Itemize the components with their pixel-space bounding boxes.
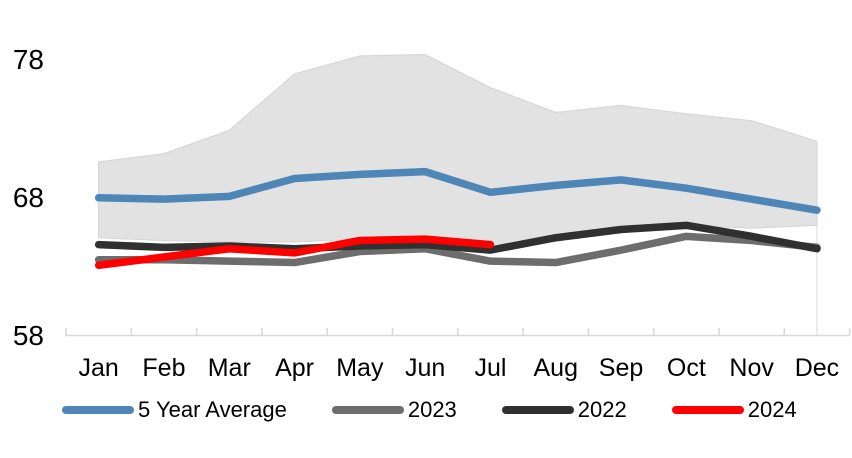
legend: 5 Year Average 2023 2022 2024 <box>62 394 797 426</box>
y-tick-label: 78 <box>12 44 44 76</box>
legend-item-2023: 2023 <box>331 397 457 423</box>
y-tick-label: 68 <box>12 181 44 213</box>
series-line-5-year-average <box>94 167 821 214</box>
legend-item-2022: 2022 <box>501 397 627 423</box>
series-line-2022 <box>94 221 821 254</box>
x-tick-label: Jan <box>78 354 119 382</box>
range-band <box>98 53 818 250</box>
legend-item-2024: 2024 <box>671 397 797 423</box>
x-tick-label: Apr <box>275 354 314 382</box>
legend-label: 5 Year Average <box>138 397 287 422</box>
x-tick-label: Jul <box>474 354 507 382</box>
x-tick-label: Feb <box>142 354 186 382</box>
x-tick-label: Aug <box>533 354 578 382</box>
legend-swatch <box>671 406 744 414</box>
x-tick-label: Dec <box>794 354 840 382</box>
x-tick-label: May <box>336 354 384 382</box>
series-line-2023 <box>94 232 821 267</box>
series-line-2024 <box>94 235 495 270</box>
x-tick-label: Jun <box>404 354 446 382</box>
legend-swatch <box>62 406 134 414</box>
legend-swatch <box>501 406 574 414</box>
x-tick-label: Sep <box>598 354 644 382</box>
x-tick-label: Nov <box>729 354 774 382</box>
legend-label: 2024 <box>747 397 797 422</box>
y-tick-label: 58 <box>12 319 44 351</box>
legend-label: 2023 <box>407 397 457 422</box>
legend-item-5-year-average: 5 Year Average <box>62 397 287 423</box>
legend-label: 2022 <box>577 397 627 422</box>
legend-swatch <box>331 406 404 414</box>
x-tick-label: Mar <box>207 354 251 382</box>
x-tick-label: Oct <box>666 354 706 382</box>
